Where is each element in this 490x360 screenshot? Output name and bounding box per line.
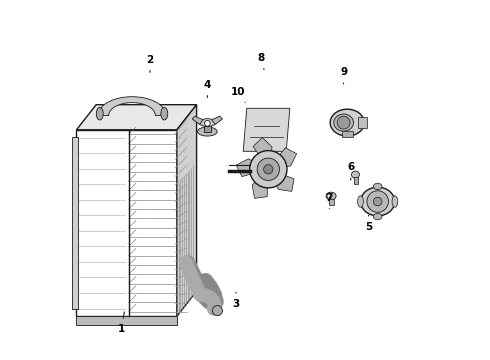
Text: 3: 3: [232, 292, 240, 309]
Text: 8: 8: [258, 53, 265, 70]
Circle shape: [250, 150, 287, 188]
Circle shape: [212, 306, 222, 316]
Ellipse shape: [97, 107, 103, 120]
Circle shape: [367, 191, 389, 212]
Ellipse shape: [361, 187, 395, 216]
Polygon shape: [177, 105, 196, 316]
Text: 6: 6: [347, 162, 354, 180]
Polygon shape: [98, 97, 166, 116]
Ellipse shape: [330, 109, 364, 136]
Ellipse shape: [326, 192, 336, 200]
Circle shape: [327, 194, 332, 199]
Ellipse shape: [197, 127, 217, 136]
Polygon shape: [252, 173, 268, 198]
Text: 9: 9: [340, 67, 347, 84]
Polygon shape: [76, 105, 196, 130]
Polygon shape: [243, 108, 290, 151]
Bar: [329, 199, 334, 205]
Polygon shape: [253, 138, 272, 163]
Text: 2: 2: [147, 55, 153, 72]
Bar: [358, 117, 367, 128]
Polygon shape: [236, 159, 263, 177]
Ellipse shape: [351, 171, 359, 178]
Polygon shape: [273, 148, 296, 169]
Polygon shape: [192, 116, 203, 125]
Ellipse shape: [161, 107, 168, 120]
Text: 1: 1: [118, 312, 125, 334]
Ellipse shape: [334, 114, 353, 131]
Ellipse shape: [392, 196, 398, 207]
Bar: [354, 177, 358, 184]
Text: 5: 5: [365, 215, 372, 231]
Circle shape: [204, 121, 210, 126]
Bar: [342, 131, 353, 137]
Ellipse shape: [358, 196, 364, 207]
Bar: [204, 123, 211, 132]
Circle shape: [373, 197, 382, 206]
Bar: [76, 130, 177, 316]
Text: 4: 4: [204, 80, 211, 98]
Ellipse shape: [373, 213, 382, 220]
Text: 7: 7: [325, 193, 333, 209]
Polygon shape: [270, 172, 294, 192]
Circle shape: [257, 158, 279, 180]
Circle shape: [337, 116, 350, 129]
Circle shape: [264, 165, 273, 174]
Text: 10: 10: [231, 87, 245, 103]
Polygon shape: [212, 116, 222, 125]
Bar: [72, 137, 77, 309]
Ellipse shape: [199, 119, 216, 127]
Ellipse shape: [373, 183, 382, 190]
Bar: [76, 316, 177, 325]
